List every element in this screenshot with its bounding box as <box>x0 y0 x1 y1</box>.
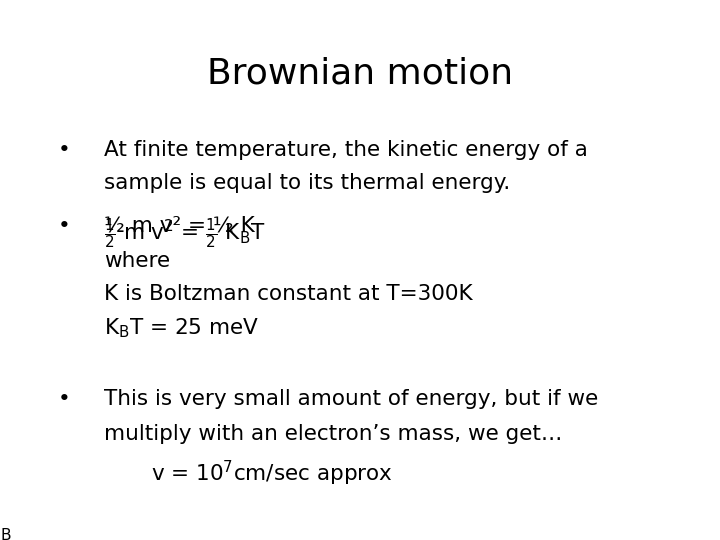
Text: $\mathsf{\frac{1}{2}}$ m v$\mathsf{^{2}}$ = $\mathsf{\frac{1}{2}}$ K$\mathsf{_{B: $\mathsf{\frac{1}{2}}$ m v$\mathsf{^{2}}… <box>104 216 266 251</box>
Text: This is very small amount of energy, but if we: This is very small amount of energy, but… <box>104 389 598 409</box>
Text: •: • <box>58 389 71 409</box>
Text: K$\mathsf{_{B}}$T = 25 meV: K$\mathsf{_{B}}$T = 25 meV <box>104 316 259 340</box>
Text: v = 10$\mathsf{^{7}}$cm/sec approx: v = 10$\mathsf{^{7}}$cm/sec approx <box>151 459 393 488</box>
Text: •: • <box>58 140 71 160</box>
Text: ½ m v² = ½ K: ½ m v² = ½ K <box>104 216 255 236</box>
Text: At finite temperature, the kinetic energy of a: At finite temperature, the kinetic energ… <box>104 140 588 160</box>
Text: K is Boltzman constant at T=300K: K is Boltzman constant at T=300K <box>104 284 473 303</box>
Text: B: B <box>0 528 11 540</box>
Text: multiply with an electron’s mass, we get…: multiply with an electron’s mass, we get… <box>104 424 563 444</box>
Text: where: where <box>104 251 171 271</box>
Text: sample is equal to its thermal energy.: sample is equal to its thermal energy. <box>104 173 510 193</box>
Text: •: • <box>58 216 71 236</box>
Text: Brownian motion: Brownian motion <box>207 57 513 91</box>
